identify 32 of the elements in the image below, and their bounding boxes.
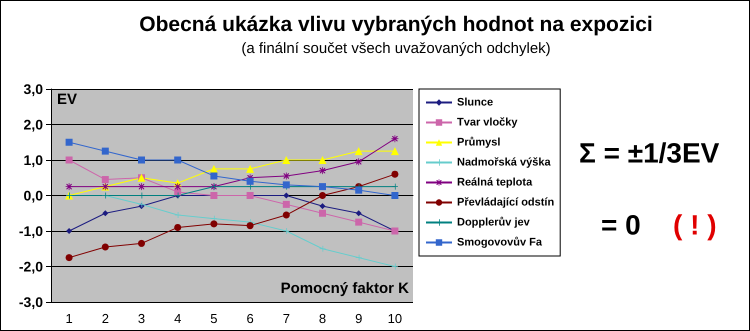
x-tick-label: 7 bbox=[282, 311, 290, 326]
legend-label: Reálná teplota bbox=[457, 176, 534, 188]
y-axis-title: EV bbox=[57, 91, 78, 108]
legend-label: Tvar vločky bbox=[457, 116, 518, 128]
x-tick-label: 3 bbox=[138, 311, 146, 326]
text: Σ = ±1/3EV bbox=[579, 138, 720, 168]
text: ( ! ) bbox=[673, 210, 717, 240]
legend-label: Slunce bbox=[457, 96, 494, 108]
x-tick-label: 10 bbox=[388, 311, 402, 326]
y-tick-label: -1,0 bbox=[18, 223, 44, 239]
y-tick-label: 2,0 bbox=[24, 116, 44, 132]
x-tick-label: 6 bbox=[246, 311, 254, 326]
chart-title: Obecná ukázka vlivu vybraných hodnot na expozici bbox=[139, 13, 653, 36]
y-tick-label: 0,0 bbox=[24, 188, 44, 204]
legend-label: Dopplerův jev bbox=[457, 216, 531, 228]
legend-label: Nadmořská výška bbox=[457, 156, 552, 168]
x-tick-label: 5 bbox=[210, 311, 218, 326]
x-axis-title: Pomocný faktor K bbox=[280, 280, 410, 297]
y-tick-label: 3,0 bbox=[24, 81, 44, 97]
x-tick-label: 1 bbox=[65, 311, 73, 326]
x-tick-label: 4 bbox=[174, 311, 182, 326]
legend-label: Průmysl bbox=[457, 136, 500, 148]
chart-subtitle: (a finální součet všech uvažovaných odchylek) bbox=[241, 40, 551, 57]
y-tick-label: -2,0 bbox=[18, 258, 44, 274]
x-tick-label: 8 bbox=[318, 311, 326, 326]
legend-label: Převládající odstín bbox=[457, 196, 554, 208]
y-tick-label: -3,0 bbox=[18, 294, 44, 310]
y-tick-label: 1,0 bbox=[24, 152, 44, 168]
x-tick-label: 2 bbox=[102, 311, 109, 326]
text: = 0 bbox=[601, 210, 641, 240]
legend-label: Smogovovův Fa bbox=[457, 236, 543, 248]
x-tick-label: 9 bbox=[355, 311, 362, 326]
